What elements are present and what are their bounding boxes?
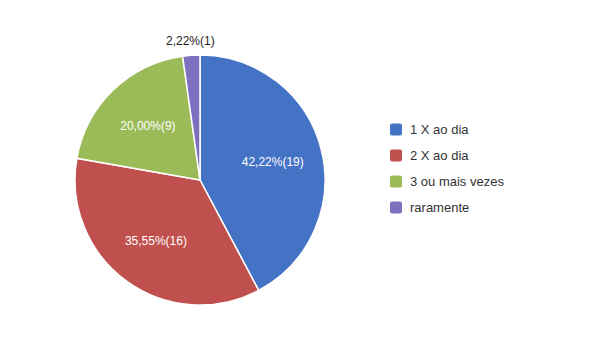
chart-svg: 42,22%(19) 35,55%(16) 20,00%(9) 2,22%(1) 1 X… [0,0,604,337]
legend: 1 X ao dia 2 X ao dia 3 ou mais vezes raram… [390,122,504,215]
data-labels: 42,22%(19) 35,55%(16) 20,00%(9) 2,22%(1) [120,34,304,247]
legend-swatch [390,202,402,214]
legend-label: 2 X ao dia [410,148,469,163]
slices [75,55,325,305]
background [0,0,604,337]
pie-slice [75,158,259,305]
legend-label: 1 X ao dia [410,122,469,137]
legend-label: 3 ou mais vezes [410,174,504,189]
legend-swatch [390,176,402,188]
chart-container: 42,22%(19) 35,55%(16) 20,00%(9) 2,22%(1) 1 X… [0,0,604,337]
data-label: 42,22%(19) [242,155,304,169]
legend-label: raramente [410,200,469,215]
pie-slice [77,56,200,180]
data-label: 2,22%(1) [166,34,215,48]
data-label: 20,00%(9) [120,119,175,133]
legend-swatch [390,124,402,136]
data-label: 35,55%(16) [125,234,187,248]
legend-swatch [390,150,402,162]
pie-slice [183,55,200,180]
